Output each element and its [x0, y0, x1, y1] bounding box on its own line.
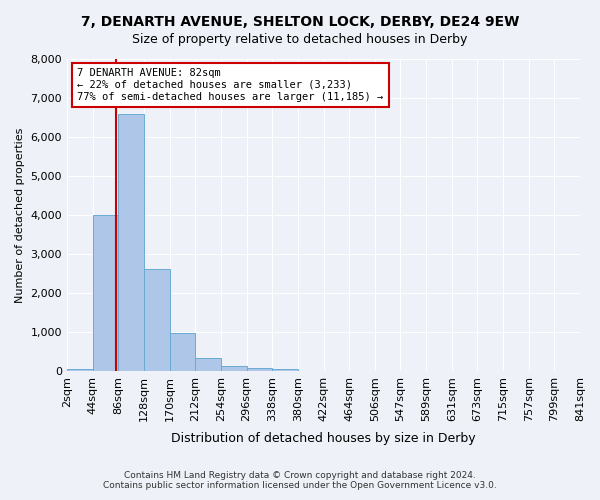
Bar: [272, 369, 298, 371]
Bar: [144, 269, 170, 371]
Text: 7 DENARTH AVENUE: 82sqm
← 22% of detached houses are smaller (3,233)
77% of semi: 7 DENARTH AVENUE: 82sqm ← 22% of detache…: [77, 68, 383, 102]
Bar: [118, 114, 144, 371]
Text: Contains HM Land Registry data © Crown copyright and database right 2024.
Contai: Contains HM Land Registry data © Crown c…: [103, 470, 497, 490]
X-axis label: Distribution of detached houses by size in Derby: Distribution of detached houses by size …: [171, 432, 476, 445]
Text: Size of property relative to detached houses in Derby: Size of property relative to detached ho…: [133, 32, 467, 46]
Bar: [247, 368, 272, 371]
Y-axis label: Number of detached properties: Number of detached properties: [15, 128, 25, 302]
Bar: [195, 358, 221, 371]
Bar: [67, 368, 92, 371]
Bar: [221, 366, 247, 371]
Text: 7, DENARTH AVENUE, SHELTON LOCK, DERBY, DE24 9EW: 7, DENARTH AVENUE, SHELTON LOCK, DERBY, …: [81, 15, 519, 29]
Bar: [170, 334, 195, 371]
Bar: [92, 215, 118, 371]
